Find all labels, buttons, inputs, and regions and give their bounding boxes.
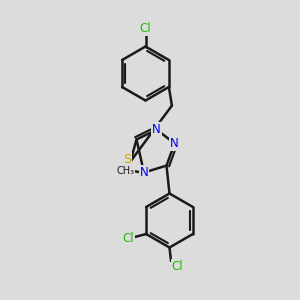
Text: Cl: Cl [122, 232, 134, 245]
Text: N: N [170, 137, 179, 150]
Text: S: S [123, 153, 131, 167]
Text: N: N [140, 166, 148, 179]
Text: CH₃: CH₃ [116, 166, 134, 176]
Text: N: N [152, 123, 161, 136]
Text: Cl: Cl [172, 260, 183, 273]
Text: Cl: Cl [140, 22, 151, 35]
